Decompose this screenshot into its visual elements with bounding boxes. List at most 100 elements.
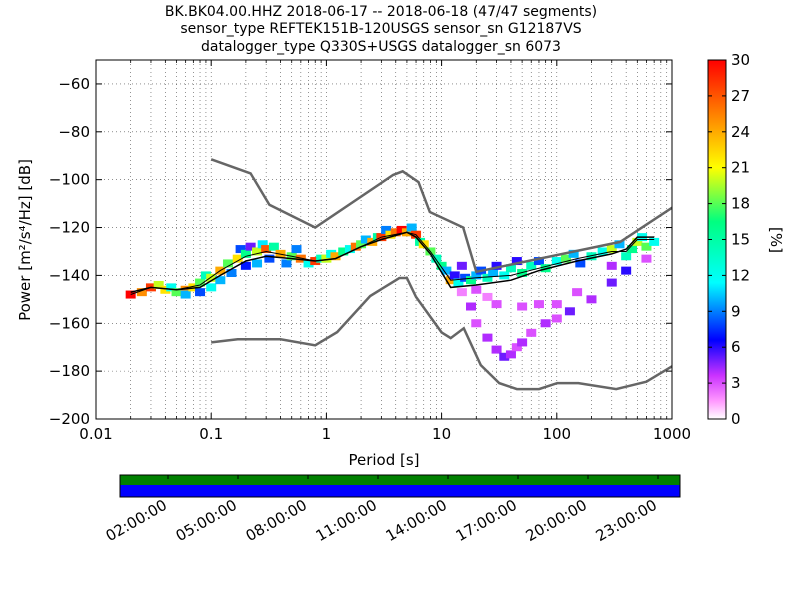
- psd-density-cell: [641, 242, 652, 251]
- psd-density-cell: [153, 280, 164, 289]
- psd-density-cell: [356, 240, 367, 249]
- psd-density-cell: [136, 288, 147, 297]
- psd-density-cell: [252, 247, 263, 256]
- psd-density-cell: [621, 252, 632, 261]
- time-tick-label: 14:00:00: [383, 496, 450, 545]
- time-coverage-bar: 02:00:00 05:00:00 08:00:00 11:00:00 14:00:00…: [103, 474, 681, 545]
- psd-density-cell: [264, 254, 275, 263]
- psd-density-cell: [431, 254, 442, 263]
- psd-density-cell: [491, 261, 502, 270]
- colorbar-tick-label: 15: [731, 231, 750, 249]
- psd-density-cell: [257, 240, 268, 249]
- psd-density-cell: [606, 278, 617, 287]
- time-tick-label: 05:00:00: [173, 496, 240, 545]
- x-tick-label: 1000: [653, 425, 691, 443]
- psd-density-cell: [195, 288, 206, 297]
- psd-density-cell: [533, 257, 544, 266]
- psd-density-cell: [511, 343, 522, 352]
- psd-density-cell: [517, 338, 528, 347]
- psd-density-cell: [540, 319, 551, 328]
- psd-density-cell: [491, 345, 502, 354]
- psd-density-cell: [330, 252, 341, 261]
- colorbar-tick-label: 18: [731, 195, 750, 213]
- psd-density-cell: [460, 273, 471, 282]
- colorbar-tick-label: 12: [731, 266, 750, 284]
- psd-density-cell: [471, 319, 482, 328]
- time-tick-label: 17:00:00: [453, 496, 520, 545]
- y-tick-label: −140: [49, 266, 90, 284]
- psd-density-cell: [482, 333, 493, 342]
- colorbar-tick-label: 24: [731, 123, 750, 141]
- psd-density-cell: [281, 259, 292, 268]
- psd-density-cell: [641, 254, 652, 263]
- chart-title: BK.BK04.00.HHZ 2018-06-17 -- 2018-06-18 …: [165, 4, 597, 55]
- psd-density-cell: [160, 285, 171, 294]
- psd-density-cell: [649, 237, 660, 246]
- psd-density-cell: [206, 273, 217, 282]
- psd-density-cell: [575, 259, 586, 268]
- y-tick-label: −200: [49, 410, 90, 428]
- mode-curve: [130, 231, 655, 295]
- psd-density-cell: [338, 247, 349, 256]
- psd-density-cell: [215, 276, 226, 285]
- psd-density-cell: [350, 242, 361, 251]
- psd-density-cell: [482, 292, 493, 301]
- psd-density-cell: [245, 242, 256, 251]
- psd-density-cell: [627, 245, 638, 254]
- psd-density-cell: [586, 295, 597, 304]
- psd-density-cell: [466, 276, 477, 285]
- psd-density-cell: [572, 288, 583, 297]
- psd-density-cell: [533, 300, 544, 309]
- psd-density-cell: [268, 242, 279, 251]
- psd-density-cell: [482, 273, 493, 282]
- y-tick-label: −120: [49, 219, 90, 237]
- psd-density-cell: [466, 302, 477, 311]
- curves: [130, 158, 672, 391]
- y-tick-label: −160: [49, 314, 90, 332]
- psd-density-cell: [223, 259, 234, 268]
- psd-density-cell: [560, 254, 571, 263]
- time-tick-label: 23:00:00: [593, 496, 660, 545]
- x-tick-label: 0.1: [199, 425, 223, 443]
- psd-density-cell: [291, 245, 302, 254]
- y-axis-label: Power [m²/s⁴/Hz] [dB]: [16, 159, 34, 321]
- time-tick-label: 02:00:00: [103, 496, 170, 545]
- psd-density-cell: [396, 225, 407, 234]
- colorbar-tick-label: 0: [731, 410, 741, 428]
- psd-density-cell: [551, 300, 562, 309]
- colorbar-label: [%]: [767, 227, 785, 253]
- time-bar-top: [120, 475, 680, 485]
- plot-area: 0.01 0.1 1 10 100 1000 −60 −80 −100 −120 −140 −160…: [16, 59, 691, 469]
- psd-density-cell: [568, 249, 579, 258]
- time-bar-frame: [119, 474, 681, 498]
- psd-density-cell: [471, 285, 482, 294]
- x-tick-label: 100: [542, 425, 571, 443]
- colorbar-tick-label: 9: [731, 302, 741, 320]
- psd-density: [125, 223, 660, 361]
- psd-density-cell: [390, 228, 401, 237]
- y-tick-label: −180: [49, 362, 90, 380]
- mean-curve: [130, 231, 655, 293]
- psd-density-cell: [597, 247, 608, 256]
- psd-density-cell: [606, 245, 617, 254]
- psd-density-cell: [517, 302, 528, 311]
- psd-density-cell: [551, 257, 562, 266]
- plot-frame: [95, 59, 673, 420]
- x-tick-label: 10: [432, 425, 451, 443]
- x-tick-label: 1: [322, 425, 332, 443]
- psd-density-cell: [235, 245, 246, 254]
- title-line-3: datalogger_type Q330S+USGS datalogger_sn…: [201, 39, 561, 55]
- psd-density-cell: [436, 261, 447, 270]
- title-line-1: BK.BK04.00.HHZ 2018-06-17 -- 2018-06-18 …: [165, 4, 597, 20]
- psd-density-cell: [499, 352, 510, 361]
- psd-density-cell: [195, 278, 206, 287]
- psd-density-cell: [488, 269, 499, 278]
- time-tick-label: 08:00:00: [243, 496, 310, 545]
- time-tick-label: 11:00:00: [313, 496, 380, 545]
- psd-density-cell: [316, 254, 327, 263]
- psd-density-cell: [551, 314, 562, 323]
- psd-density-cell: [240, 261, 251, 270]
- psd-density-cell: [232, 254, 243, 263]
- psd-density-cell: [456, 288, 467, 297]
